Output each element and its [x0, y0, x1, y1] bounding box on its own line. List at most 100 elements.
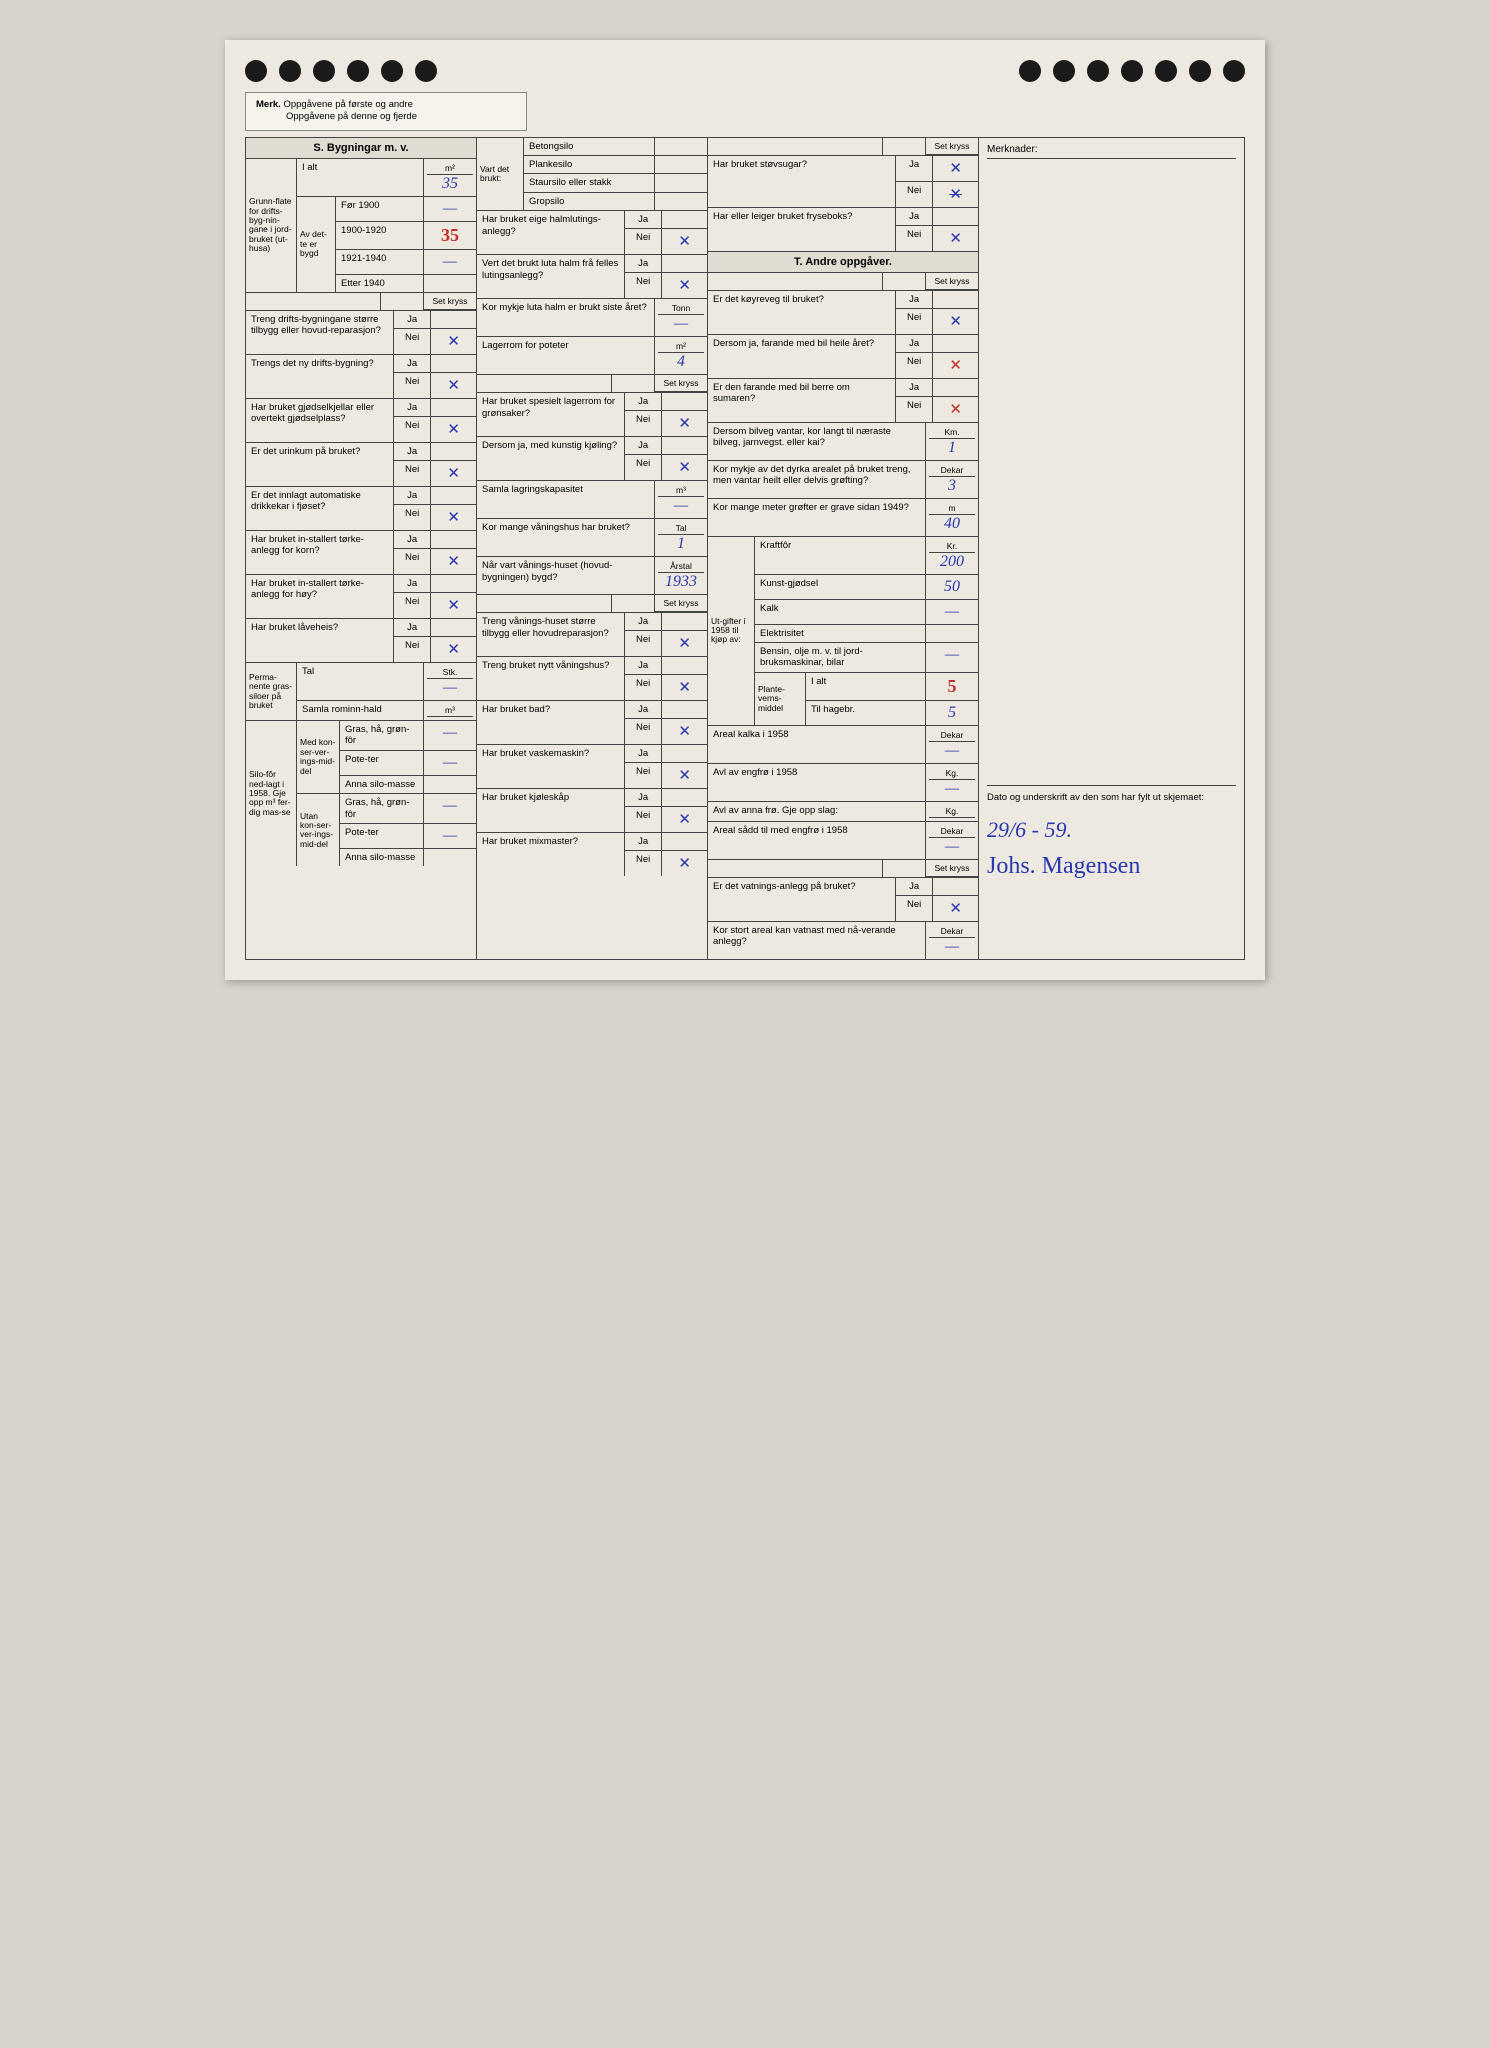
kraftfor: Kraftfôr: [755, 537, 926, 574]
plantevern: Plante-verns-middel: [755, 673, 806, 725]
section-t-title: T. Andre oppgåver.: [708, 252, 978, 273]
setkryss-2: Set kryss: [655, 375, 707, 392]
merk-line1: Oppgåvene på første og andre: [283, 99, 412, 110]
q-luta-halm: Vert det brukt luta halm frå felles luti…: [477, 255, 625, 298]
dato-value: 29/6 - 59.: [987, 817, 1236, 843]
q-vatning: Er det vatnings-anlegg på bruket?: [708, 878, 896, 921]
a-vatning-nei: ✕: [933, 896, 978, 921]
elektrisitet: Elektrisitet: [755, 625, 926, 642]
kunstgjodsel: Kunst-gjødsel: [755, 575, 926, 599]
silo-label: Silo-fôr ned-lagt i 1958. Gje opp m³ fer…: [246, 721, 297, 866]
q-bad: Har bruket bad?: [477, 701, 625, 744]
q-mixmaster: Har bruket mixmaster?: [477, 833, 625, 876]
p3-val: —: [424, 250, 476, 274]
merk-line2: Oppgåvene på denne og fjerde: [286, 111, 417, 122]
a-halmlutings-nei: ✕: [662, 229, 707, 254]
dato-label: Dato og underskrift av den som har fylt …: [987, 785, 1236, 803]
q-stovsugar: Har bruket støvsugar?: [708, 156, 896, 207]
betongsilo: Betongsilo: [524, 138, 655, 155]
a-kjoling-nei: ✕: [662, 455, 707, 480]
q-gjodsel: Har bruket gjødselkjellar eller overtekt…: [246, 399, 394, 442]
a-fryseboks-nei: ✕: [933, 226, 978, 251]
poteter1: Pote-ter: [340, 751, 424, 775]
areal-sadd: Areal sådd til med engfrø i 1958: [708, 822, 926, 859]
tal: Tal: [658, 522, 704, 535]
p4-val: [424, 275, 476, 292]
samla-lagring: Samla lagringskapasitet: [477, 481, 655, 518]
a-trengs-ny-nei: ✕: [431, 373, 476, 398]
gras1: Gras, hå, grøn-fôr: [340, 721, 424, 750]
grunnflate-label: Grunn-flate for drifts-byg-nin-gane i jo…: [246, 159, 297, 292]
gras2: Gras, hå, grøn-fôr: [340, 794, 424, 823]
a-gronsaker-nei: ✕: [662, 411, 707, 436]
perma-tal: Tal: [297, 663, 424, 700]
q-vaske: Har bruket vaskemaskin?: [477, 745, 625, 788]
ialt-value: 35: [442, 175, 458, 192]
avl-anna: Avl av anna frø. Gje opp slag:: [708, 802, 926, 821]
merk-bold: Merk.: [256, 99, 281, 110]
anna2: Anna silo-masse: [340, 849, 424, 866]
avl-engfro: Avl av engfrø i 1958: [708, 764, 926, 801]
q-kjoleskap: Har bruket kjøleskåp: [477, 789, 625, 832]
arstal: Årstal: [658, 560, 704, 573]
column-2: Vart det brukt: Betongsilo Plankesilo St…: [477, 138, 708, 959]
q-treng: Treng drifts-bygningane større tilbygg e…: [246, 311, 394, 354]
ialt-label: I alt: [297, 159, 424, 196]
vart-det: Vart det brukt:: [477, 138, 524, 211]
bensin: Bensin, olje m. v. til jord-bruksmaskina…: [755, 643, 926, 672]
nei-1: Nei: [394, 329, 431, 354]
elektrisitet-val: [926, 625, 978, 642]
km-val: 1: [948, 439, 956, 456]
q-laveheis: Har bruket låveheis?: [246, 619, 394, 662]
column-s: S. Bygningar m. v. Grunn-flate for drift…: [246, 138, 477, 959]
perma-label: Perma-nente gras-siloer på bruket: [246, 663, 297, 720]
anna1: Anna silo-masse: [340, 776, 424, 793]
q-heile: Dersom ja, farande med bil heile året?: [708, 335, 896, 378]
m: m: [929, 502, 975, 515]
column-merknader: Merknader: Dato og underskrift av den so…: [979, 138, 1244, 959]
p4: Etter 1940: [336, 275, 424, 292]
a-mixmaster-nei: ✕: [662, 851, 707, 876]
avl-engfro-val: —: [945, 780, 959, 797]
a-torke-hoy-nei: ✕: [431, 593, 476, 618]
a-vaske-nei: ✕: [662, 763, 707, 788]
poteter2: Pote-ter: [340, 824, 424, 848]
dekar-1: Dekar: [929, 464, 975, 477]
stort-areal-val: —: [945, 938, 959, 955]
a-bad-nei: ✕: [662, 719, 707, 744]
a-urinkum-nei: ✕: [431, 461, 476, 486]
q-grofter: Kor mange meter grøfter er grave sidan 1…: [708, 499, 926, 536]
utgifter-label: Ut-gifter i 1958 til kjøp av:: [708, 537, 755, 725]
ja-1: Ja: [394, 311, 431, 328]
q-fryseboks: Har eller leiger bruket fryseboks?: [708, 208, 896, 251]
q-kor-mykje: Kor mykje luta halm er brukt siste året?: [477, 299, 655, 336]
p3: 1921-1940: [336, 250, 424, 274]
lagerrom-unit: m²: [658, 340, 704, 353]
q-vaningshus: Kor mange våningshus har bruket?: [477, 519, 655, 556]
av-dette-label: Av det-te er bygd: [297, 197, 336, 292]
q-gronsaker: Har bruket spesielt lagerrom for grønsak…: [477, 393, 625, 436]
kraftfor-val: 200: [940, 553, 964, 570]
gropsilo: Gropsilo: [524, 193, 655, 210]
q-nar-bygd: Når vart vånings-huset (hovud-bygningen)…: [477, 557, 655, 594]
q-torke-hoy: Har bruket in-stallert tørke-anlegg for …: [246, 575, 394, 618]
vaningshus-val: 1: [677, 535, 685, 552]
a-luta-halm-nei: ✕: [662, 273, 707, 298]
kg: Kg.: [929, 767, 975, 780]
p2-val: 35: [424, 222, 476, 249]
ialt: I alt: [806, 673, 926, 700]
setkryss-1: Set kryss: [424, 293, 476, 310]
areal-kalka: Areal kalka i 1958: [708, 726, 926, 763]
plankesilo: Plankesilo: [524, 156, 655, 173]
p1-val: —: [424, 197, 476, 221]
til-hagebr: Til hagebr.: [806, 701, 926, 725]
q-trengs-ny: Trengs det ny drifts-bygning?: [246, 355, 394, 398]
a-nytt-van-nei: ✕: [662, 675, 707, 700]
a-stovsugar-ja: ✕: [933, 156, 978, 181]
p1: Før 1900: [336, 197, 424, 221]
main-form: S. Bygningar m. v. Grunn-flate for drift…: [245, 137, 1245, 960]
grofting-val: 3: [948, 477, 956, 494]
merk-note: Merk. Oppgåvene på første og andre Oppgå…: [245, 92, 527, 131]
a-heile-nei: ✕: [933, 353, 978, 378]
ialt-val-pv: 5: [926, 673, 978, 700]
